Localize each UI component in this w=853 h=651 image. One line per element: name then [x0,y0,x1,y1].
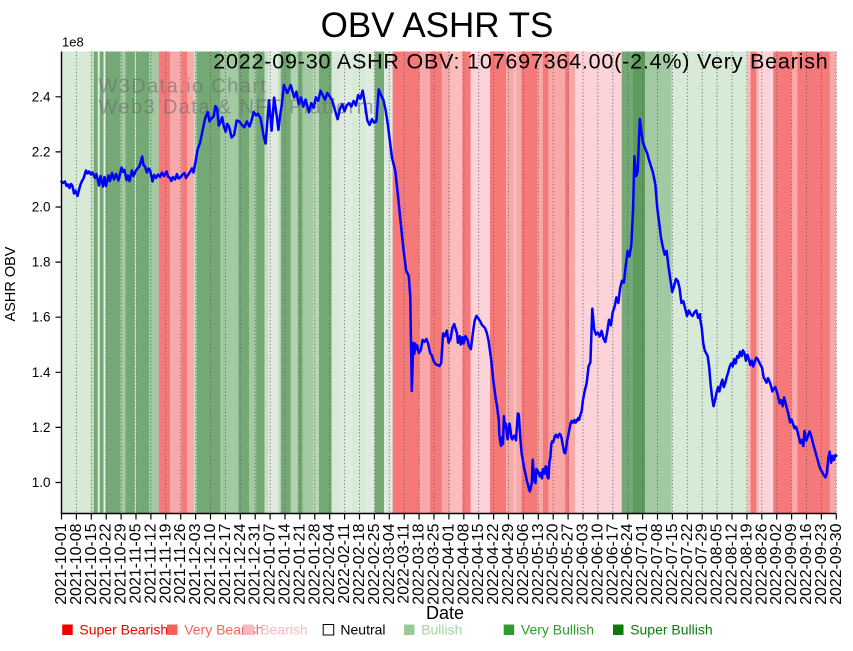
svg-text:OBV ASHR TS: OBV ASHR TS [321,6,554,45]
svg-text:2022-08-05: 2022-08-05 [709,523,726,604]
svg-text:2021-12-24: 2021-12-24 [232,523,249,604]
svg-text:1.8: 1.8 [32,255,51,270]
svg-text:2022-05-20: 2022-05-20 [545,523,562,604]
svg-text:2022-05-27: 2022-05-27 [560,523,577,604]
svg-text:2022-08-19: 2022-08-19 [738,523,755,604]
svg-text:2022-02-18: 2022-02-18 [351,523,368,604]
svg-text:2022-06-24: 2022-06-24 [619,523,636,604]
svg-text:2022-02-11: 2022-02-11 [336,523,353,603]
svg-text:2022-07-29: 2022-07-29 [694,523,711,604]
svg-text:2022-09-23: 2022-09-23 [813,523,830,604]
svg-text:2022-08-26: 2022-08-26 [753,523,770,604]
svg-text:Date: Date [426,603,464,623]
svg-text:2022-01-21: 2022-01-21 [291,523,308,604]
svg-text:2021-10-15: 2021-10-15 [83,523,100,604]
svg-text:Bullish: Bullish [421,622,462,638]
svg-text:2022-03-25: 2022-03-25 [426,523,443,604]
svg-text:Super Bearish: Super Bearish [79,622,168,638]
svg-text:2022-01-07: 2022-01-07 [262,523,279,604]
svg-text:2022-07-08: 2022-07-08 [649,523,666,604]
svg-text:2.4: 2.4 [32,89,51,104]
svg-text:2022-07-22: 2022-07-22 [679,523,696,604]
svg-text:2022-08-12: 2022-08-12 [724,523,741,604]
svg-text:1.2: 1.2 [32,420,51,435]
svg-text:ASHR OBV: ASHR OBV [3,246,19,321]
svg-text:2021-12-31: 2021-12-31 [247,523,264,604]
svg-text:2022-09-30 ASHR OBV: 107697364: 2022-09-30 ASHR OBV: 107697364.00(-2.4%)… [213,50,828,74]
svg-text:2022-04-22: 2022-04-22 [485,523,502,604]
svg-text:2021-10-29: 2021-10-29 [113,523,130,604]
svg-text:2021-12-03: 2021-12-03 [187,523,204,604]
svg-text:2022-04-29: 2022-04-29 [500,523,517,604]
svg-text:2022-05-06: 2022-05-06 [515,523,532,604]
svg-text:2021-11-05: 2021-11-05 [128,523,145,603]
svg-text:2021-11-26: 2021-11-26 [172,523,189,603]
svg-text:2022-04-01: 2022-04-01 [440,523,457,604]
svg-text:2021-12-10: 2021-12-10 [202,523,219,604]
svg-text:2022-01-14: 2022-01-14 [277,523,294,604]
svg-text:2021-10-22: 2021-10-22 [98,523,115,604]
svg-text:1.6: 1.6 [32,310,51,325]
svg-text:2022-07-01: 2022-07-01 [634,523,651,604]
svg-text:2021-12-17: 2021-12-17 [217,523,234,604]
svg-text:1.4: 1.4 [32,365,51,380]
svg-text:Neutral: Neutral [340,622,385,638]
svg-text:2022-03-04: 2022-03-04 [381,523,398,604]
svg-text:Bearish: Bearish [260,622,307,638]
svg-text:2021-11-19: 2021-11-19 [157,523,174,603]
svg-text:2021-10-01: 2021-10-01 [53,523,70,604]
svg-text:2022-09-02: 2022-09-02 [768,523,785,604]
svg-text:2022-07-15: 2022-07-15 [664,523,681,604]
svg-text:2022-04-15: 2022-04-15 [470,523,487,604]
svg-text:1e8: 1e8 [62,35,84,50]
svg-text:2021-11-12: 2021-11-12 [142,523,159,603]
svg-text:2022-06-10: 2022-06-10 [589,523,606,604]
svg-text:2022-01-28: 2022-01-28 [306,523,323,604]
svg-text:2022-06-17: 2022-06-17 [604,523,621,604]
svg-text:2021-10-08: 2021-10-08 [68,523,85,604]
svg-text:2022-09-09: 2022-09-09 [783,523,800,604]
svg-text:Very Bullish: Very Bullish [521,622,594,638]
svg-text:2022-02-25: 2022-02-25 [366,523,383,604]
svg-text:2022-03-11: 2022-03-11 [396,523,413,603]
svg-text:2022-09-30: 2022-09-30 [828,523,845,604]
svg-text:2022-09-16: 2022-09-16 [798,523,815,604]
svg-text:W3Data.io Chart: W3Data.io Chart [99,76,268,98]
svg-text:2.0: 2.0 [32,200,51,215]
svg-text:2022-03-18: 2022-03-18 [411,523,428,604]
svg-text:2022-05-13: 2022-05-13 [530,523,547,604]
svg-text:2022-04-08: 2022-04-08 [455,523,472,604]
svg-text:2022-06-03: 2022-06-03 [575,523,592,604]
svg-text:2.2: 2.2 [32,144,51,159]
svg-text:2022-02-04: 2022-02-04 [321,523,338,604]
svg-text:1.0: 1.0 [32,475,51,490]
svg-text:Super Bullish: Super Bullish [630,622,713,638]
